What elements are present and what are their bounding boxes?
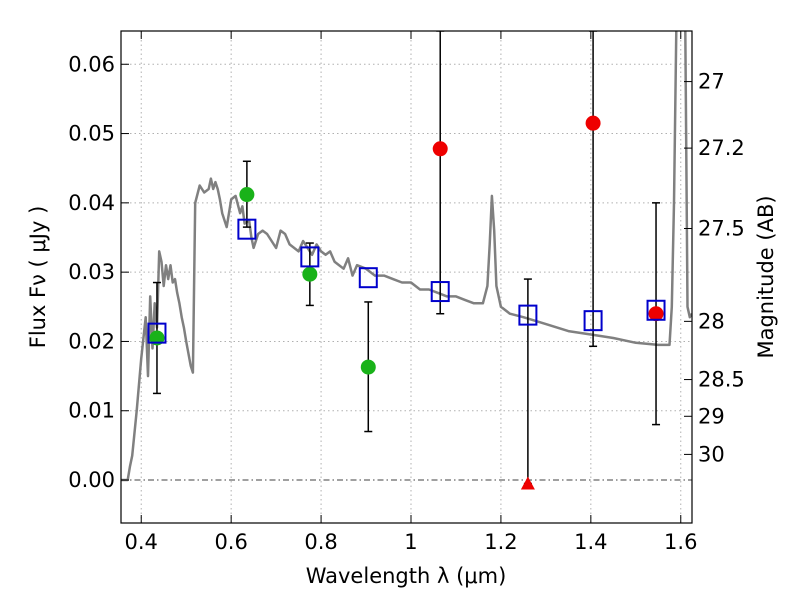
red-circle-marker (585, 115, 601, 131)
red-circle-marker (648, 306, 664, 322)
x-tick-label: 1.4 (574, 530, 607, 554)
right-tick-label: 27 (698, 70, 725, 94)
x-tick-label: 0.4 (125, 530, 158, 554)
right-tick-label: 28 (698, 309, 725, 333)
blue-square-marker (300, 246, 320, 268)
blue-square-marker (646, 299, 666, 321)
x-tick-label: 1.6 (664, 530, 697, 554)
plot-frame (120, 30, 693, 524)
blue-square-marker (237, 218, 257, 240)
y-tick-label: 0.00 (68, 468, 115, 492)
y-tick-label: 0.05 (68, 122, 115, 146)
right-tick-label: 27.5 (698, 216, 745, 240)
green-circle-marker (302, 266, 318, 282)
green-circle-marker (239, 187, 255, 203)
x-tick-label: 0.8 (304, 530, 337, 554)
red-circle-marker (432, 141, 448, 157)
right-tick-label: 30 (698, 442, 725, 466)
green-circle-marker (360, 359, 376, 375)
y-tick-label: 0.06 (68, 52, 115, 76)
model-spectrum-line (121, 31, 692, 482)
data-markers (147, 115, 666, 490)
blue-square-marker (358, 267, 378, 289)
y-axis-ticks: 0.00 0.01 0.02 0.03 0.04 0.05 0.06 (68, 52, 129, 492)
grid (121, 31, 692, 523)
x-tick-label: 1.2 (484, 530, 517, 554)
y-tick-label: 0.03 (68, 260, 115, 284)
blue-square-marker (147, 322, 167, 344)
plot-background (121, 31, 692, 523)
right-tick-label: 29 (698, 404, 725, 428)
y-tick-label: 0.04 (68, 191, 115, 215)
right-axis-ticks: 27 27.2 27.5 28 28.5 29 30 (684, 70, 745, 466)
right-tick-label: 28.5 (698, 368, 745, 392)
y-tick-label: 0.01 (68, 399, 115, 423)
x-axis-label: Wavelength λ (μm) (306, 564, 507, 588)
y-tick-label: 0.02 (68, 329, 115, 353)
x-axis-ticks: 0.4 0.6 0.8 1 1.2 1.4 1.6 (125, 31, 697, 554)
y-axis-label: Flux Fν ( μJy ) (26, 206, 50, 349)
blue-square-marker (518, 304, 538, 326)
blue-square-marker (430, 281, 450, 303)
red-triangle-marker (520, 476, 535, 490)
x-tick-label: 1 (404, 530, 417, 554)
x-tick-label: 0.6 (214, 530, 247, 554)
blue-square-marker (583, 310, 603, 332)
right-axis-label: Magnitude (AB) (754, 195, 778, 358)
right-tick-label: 27.2 (698, 136, 745, 160)
